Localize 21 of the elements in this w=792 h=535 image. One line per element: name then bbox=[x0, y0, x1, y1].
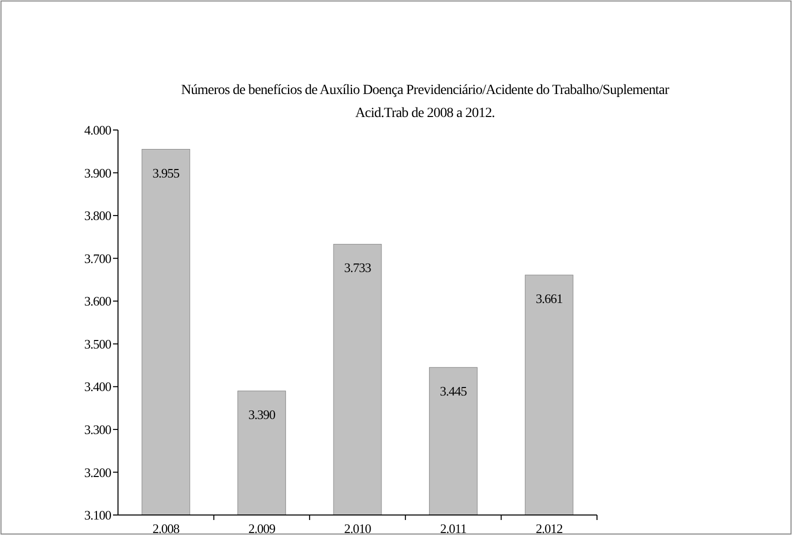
y-tick-label: 3.700 bbox=[84, 250, 111, 266]
x-tick-label: 2.008 bbox=[152, 521, 180, 535]
x-tick-label: 2.012 bbox=[536, 521, 562, 535]
y-tick-label: 3.200 bbox=[84, 464, 111, 480]
y-tick-label: 3.400 bbox=[84, 379, 111, 394]
y-tick-label: 3.600 bbox=[84, 294, 111, 309]
chart-title: Números de benefícios de Auxílio Doença Previdenciário/Acidente do Trabalho/Suplementar Acid.Trab de 2008 a 2012. bbox=[181, 83, 670, 121]
data-label: 3.445 bbox=[440, 383, 467, 398]
x-tick-label: 2.009 bbox=[248, 521, 276, 535]
y-tick-label: 3.100 bbox=[84, 508, 111, 523]
y-tick-label: 3.300 bbox=[84, 422, 111, 437]
y-tick-label: 3.900 bbox=[84, 165, 111, 180]
y-tick-label: 3.800 bbox=[84, 208, 111, 224]
x-tick-label: 2.010 bbox=[344, 521, 371, 535]
x-tick-label: 2.011 bbox=[440, 521, 466, 535]
y-tick-label: 4.000 bbox=[84, 122, 111, 138]
data-label: 3.955 bbox=[152, 165, 180, 180]
data-label: 3.661 bbox=[536, 291, 562, 306]
y-tick-label: 3.500 bbox=[84, 336, 111, 352]
data-label: 3.390 bbox=[248, 406, 276, 422]
data-label: 3.733 bbox=[344, 260, 371, 276]
